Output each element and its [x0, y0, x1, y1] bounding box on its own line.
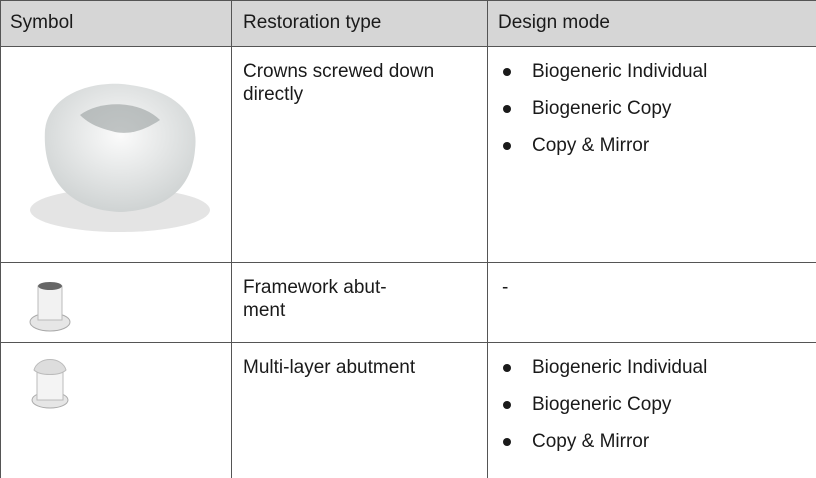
border [0, 342, 816, 343]
design-mode-item: - [502, 277, 509, 298]
design-mode-item: Biogeneric Individual [500, 356, 707, 393]
header-cell: Restoration type [243, 12, 382, 33]
design-mode-list: - [470, 276, 508, 313]
header-row [0, 0, 816, 46]
header-cell: Design mode [498, 12, 610, 33]
border [0, 262, 816, 263]
restoration-type: Crowns screwed down directly [243, 61, 435, 105]
border [0, 0, 1, 478]
design-mode-item: Biogeneric Individual [500, 60, 707, 97]
design-mode-list: Biogeneric Individual Biogeneric Copy Copy… [500, 60, 707, 171]
design-mode-item: Biogeneric Copy [500, 97, 707, 134]
framework-abutment-icon [29, 282, 71, 332]
design-mode-item: Copy & Mirror [500, 134, 707, 171]
restoration-type: Framework abut- ment [243, 277, 387, 321]
border [0, 0, 816, 1]
design-mode-item: Biogeneric Copy [500, 393, 707, 430]
header-cell: Symbol [10, 12, 74, 33]
border [0, 46, 816, 47]
border [231, 0, 232, 478]
crown-icon [30, 83, 210, 232]
multilayer-abutment-icon [31, 359, 69, 409]
design-mode-list: Biogeneric Individual Biogeneric Copy Copy… [500, 356, 707, 467]
border [487, 0, 488, 478]
restoration-type: Multi-layer abutment [243, 357, 416, 378]
design-mode-item: Copy & Mirror [500, 430, 707, 467]
